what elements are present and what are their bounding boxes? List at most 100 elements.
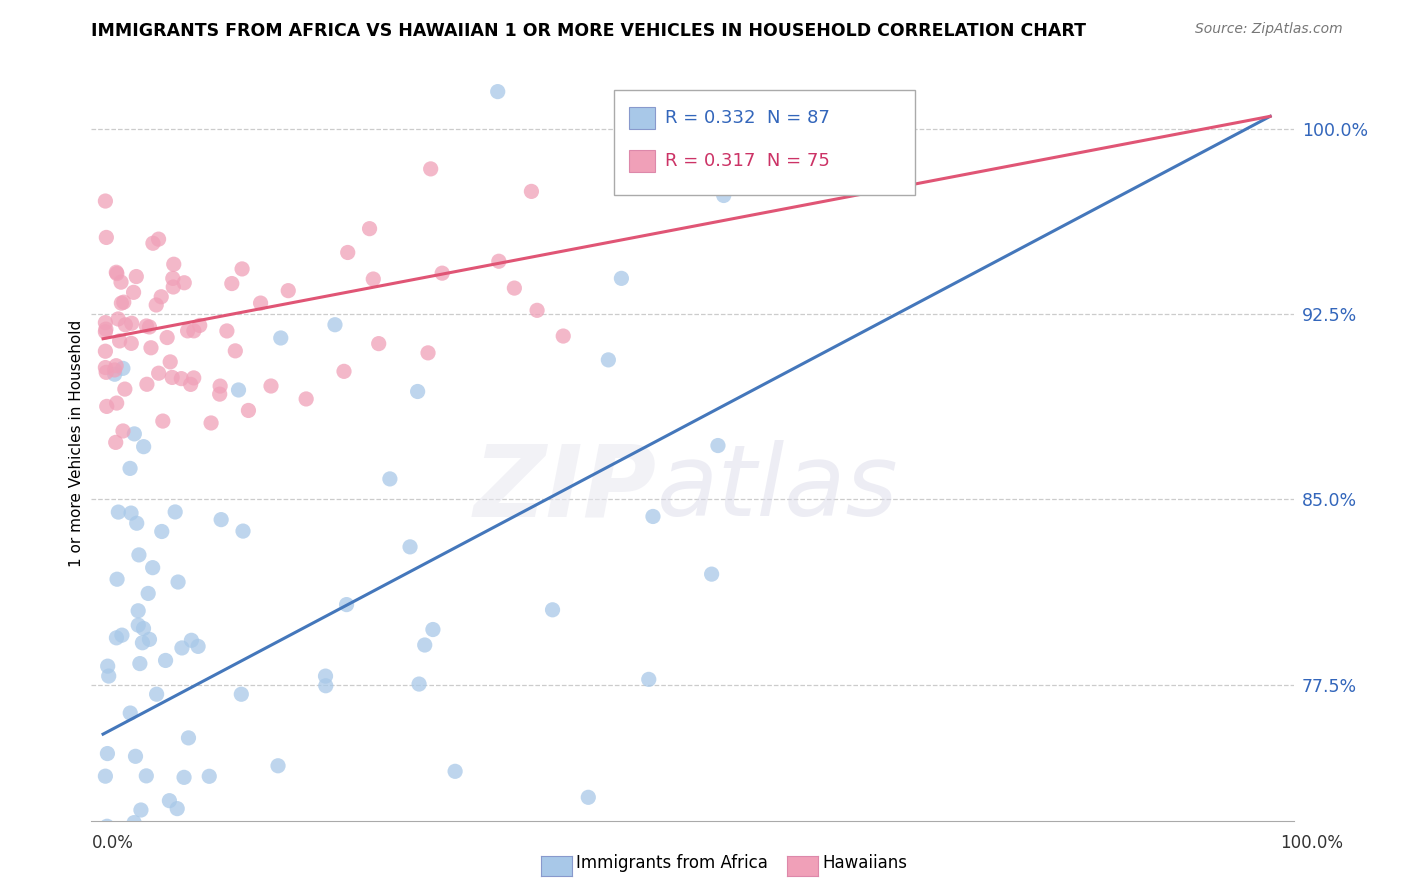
Point	[120, 336, 142, 351]
Point	[145, 298, 167, 312]
Point	[224, 343, 246, 358]
Point	[118, 838, 141, 853]
Point	[135, 377, 157, 392]
Point	[359, 221, 381, 235]
Point	[221, 277, 243, 291]
Point	[209, 513, 232, 527]
Point	[104, 368, 127, 382]
Text: ZIP: ZIP	[474, 441, 657, 538]
Point	[114, 318, 136, 332]
Point	[148, 366, 170, 380]
Point	[103, 363, 125, 377]
Point	[173, 276, 195, 290]
Point	[408, 677, 430, 691]
Point	[576, 790, 599, 805]
Point	[156, 838, 179, 853]
Point	[260, 379, 283, 393]
Point	[277, 284, 299, 298]
Point	[488, 254, 510, 268]
Point	[107, 505, 129, 519]
Point	[333, 364, 356, 378]
Point	[135, 838, 157, 853]
Point	[125, 516, 148, 531]
Point	[94, 316, 117, 330]
Text: Immigrants from Africa: Immigrants from Africa	[576, 855, 768, 872]
Text: atlas: atlas	[657, 441, 898, 538]
Point	[94, 344, 117, 359]
Point	[128, 548, 150, 562]
Point	[142, 560, 165, 574]
Text: Hawaiians: Hawaiians	[823, 855, 907, 872]
Point	[162, 280, 184, 294]
Text: R = 0.317  N = 75: R = 0.317 N = 75	[665, 153, 830, 170]
Text: IMMIGRANTS FROM AFRICA VS HAWAIIAN 1 OR MORE VEHICLES IN HOUSEHOLD CORRELATION C: IMMIGRANTS FROM AFRICA VS HAWAIIAN 1 OR …	[91, 22, 1087, 40]
Y-axis label: 1 or more Vehicles in Household: 1 or more Vehicles in Household	[69, 320, 84, 567]
Text: R = 0.332  N = 87: R = 0.332 N = 87	[665, 109, 830, 128]
Point	[148, 232, 170, 246]
Point	[267, 758, 290, 772]
Point	[553, 329, 575, 343]
Point	[238, 403, 260, 417]
Point	[177, 731, 200, 745]
Point	[110, 838, 132, 853]
Point	[378, 472, 401, 486]
Point	[200, 416, 222, 430]
Point	[162, 271, 184, 285]
Point	[139, 341, 162, 355]
Point	[707, 438, 730, 452]
Point	[136, 586, 159, 600]
Point	[105, 265, 128, 279]
Point	[526, 303, 548, 318]
Point	[157, 794, 180, 808]
Point	[122, 815, 145, 830]
Point	[138, 320, 160, 334]
Point	[111, 361, 134, 376]
Point	[209, 379, 232, 393]
Point	[96, 747, 118, 761]
Point	[641, 509, 664, 524]
Point	[127, 604, 149, 618]
Point	[180, 377, 202, 392]
Point	[232, 838, 254, 853]
Point	[541, 603, 564, 617]
Point	[166, 802, 188, 816]
Point	[96, 230, 118, 244]
Text: Source: ZipAtlas.com: Source: ZipAtlas.com	[1195, 22, 1343, 37]
Point	[124, 838, 146, 853]
Point	[127, 618, 149, 632]
Point	[110, 296, 132, 310]
Bar	[628, 107, 655, 129]
Point	[94, 360, 117, 375]
Point	[110, 275, 132, 289]
Point	[336, 245, 359, 260]
Point	[117, 838, 139, 853]
Point	[295, 392, 318, 406]
Point	[183, 324, 205, 338]
Point	[105, 396, 128, 410]
Point	[94, 322, 117, 336]
Point	[132, 440, 155, 454]
Point	[598, 352, 620, 367]
Point	[183, 371, 205, 385]
Point	[107, 312, 129, 326]
Point	[128, 657, 150, 671]
Point	[247, 838, 270, 853]
Point	[165, 505, 187, 519]
Point	[335, 598, 357, 612]
Point	[138, 632, 160, 647]
Point	[323, 318, 346, 332]
Point	[315, 679, 337, 693]
Point	[432, 266, 454, 280]
Text: 0.0%: 0.0%	[91, 834, 134, 852]
Bar	[628, 150, 655, 172]
Point	[413, 638, 436, 652]
Point	[503, 281, 526, 295]
Point	[100, 838, 122, 853]
Point	[419, 161, 441, 176]
Point	[129, 803, 152, 817]
Point	[132, 622, 155, 636]
Point	[120, 506, 142, 520]
Point	[444, 764, 467, 779]
Point	[125, 269, 148, 284]
Point	[121, 316, 143, 330]
